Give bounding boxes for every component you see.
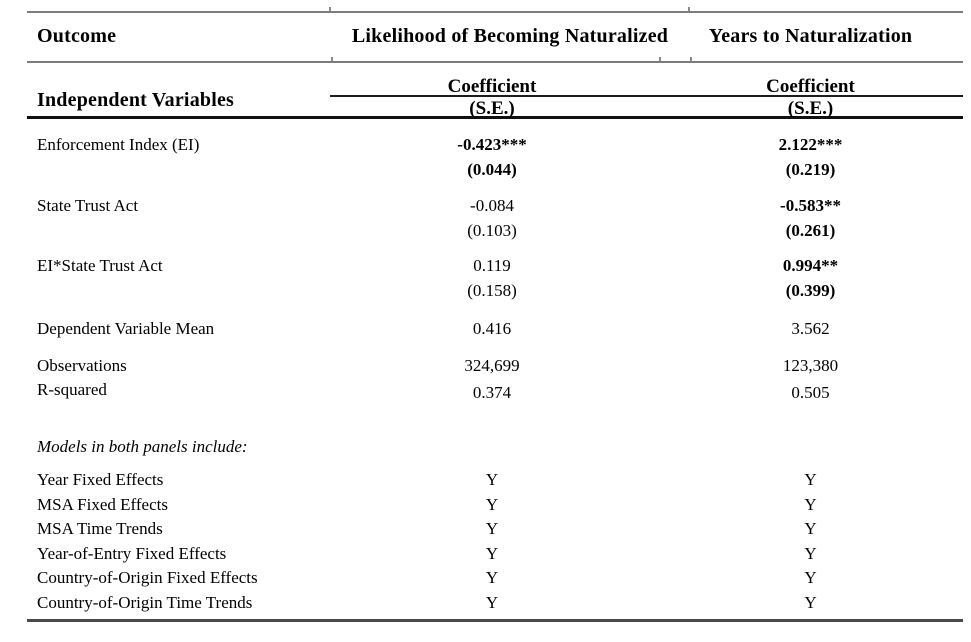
row-label-observations: Observations xyxy=(37,356,127,375)
coef-value: 2.122*** xyxy=(778,135,843,154)
fe-flag: Y xyxy=(485,568,499,587)
fe-flag: Y xyxy=(804,544,817,563)
col1-se-header: (S.E.) xyxy=(469,98,515,119)
header-bottom-rule xyxy=(27,116,963,119)
row-label-r-squared: R-squared xyxy=(37,380,107,399)
column-boundary-tick xyxy=(331,57,333,61)
row-label-state-trust-act: State Trust Act xyxy=(37,196,139,215)
se-value: (0.399) xyxy=(785,281,836,300)
col2-se-header: (S.E.) xyxy=(787,98,834,119)
col-header-years-to-naturalization: Years to Naturalization xyxy=(708,25,913,47)
models-note: Models in both panels include: xyxy=(37,437,248,456)
col-header-likelihood-naturalized: Likelihood of Becoming Naturalized xyxy=(351,25,669,47)
table-bottom-rule xyxy=(27,619,963,622)
summary-value: 0.505 xyxy=(791,383,830,402)
col1-coefficient-header: Coefficient xyxy=(447,76,537,97)
fe-flag: Y xyxy=(485,519,499,538)
coefficient-underline-rule xyxy=(330,95,963,97)
outcome-header-label: Outcome xyxy=(37,25,117,47)
row-label-country-of-origin-time-trends: Country-of-Origin Time Trends xyxy=(37,593,253,612)
se-value: (0.044) xyxy=(467,160,517,179)
summary-value: 0.416 xyxy=(472,319,512,338)
se-value: (0.219) xyxy=(785,160,836,179)
row-label-country-of-origin-fixed-effects: Country-of-Origin Fixed Effects xyxy=(37,568,258,587)
coef-value: 0.994** xyxy=(782,256,839,275)
row-label-dependent-variable-mean: Dependent Variable Mean xyxy=(37,319,215,338)
coef-value: -0.583** xyxy=(780,196,841,215)
col2-coefficient-header: Coefficient xyxy=(766,76,855,97)
fe-flag: Y xyxy=(804,495,817,514)
row-label-enforcement-index: Enforcement Index (EI) xyxy=(37,135,200,154)
column-boundary-tick xyxy=(659,57,661,61)
row-label-msa-time-trends: MSA Time Trends xyxy=(37,519,163,538)
fe-flag: Y xyxy=(804,593,817,612)
fe-flag: Y xyxy=(804,568,817,587)
row-label-ei-state-trust-act: EI*State Trust Act xyxy=(37,256,163,275)
summary-value: 324,699 xyxy=(464,356,520,375)
fe-flag: Y xyxy=(485,470,499,489)
row-label-year-of-entry-fixed-effects: Year-of-Entry Fixed Effects xyxy=(37,544,227,563)
independent-variables-label: Independent Variables xyxy=(37,89,235,111)
row-label-year-fixed-effects: Year Fixed Effects xyxy=(37,470,164,489)
column-boundary-tick xyxy=(688,7,690,11)
fe-flag: Y xyxy=(485,593,499,612)
se-value: (0.158) xyxy=(467,281,517,300)
coef-value: -0.423*** xyxy=(457,135,527,154)
fe-flag: Y xyxy=(804,470,817,489)
coef-value: 0.119 xyxy=(473,256,511,275)
table-top-rule xyxy=(27,11,963,13)
fe-flag: Y xyxy=(485,495,499,514)
coef-value: -0.084 xyxy=(470,196,514,215)
se-value: (0.261) xyxy=(785,221,836,240)
row-label-msa-fixed-effects: MSA Fixed Effects xyxy=(37,495,168,514)
column-boundary-tick xyxy=(329,7,331,11)
se-value: (0.103) xyxy=(467,221,517,240)
summary-value: 0.374 xyxy=(472,383,512,402)
summary-value: 3.562 xyxy=(791,319,830,338)
column-boundary-tick xyxy=(690,57,692,61)
fe-flag: Y xyxy=(804,519,817,538)
summary-value: 123,380 xyxy=(782,356,839,375)
fe-flag: Y xyxy=(485,544,499,563)
header-divider-rule xyxy=(27,61,963,63)
